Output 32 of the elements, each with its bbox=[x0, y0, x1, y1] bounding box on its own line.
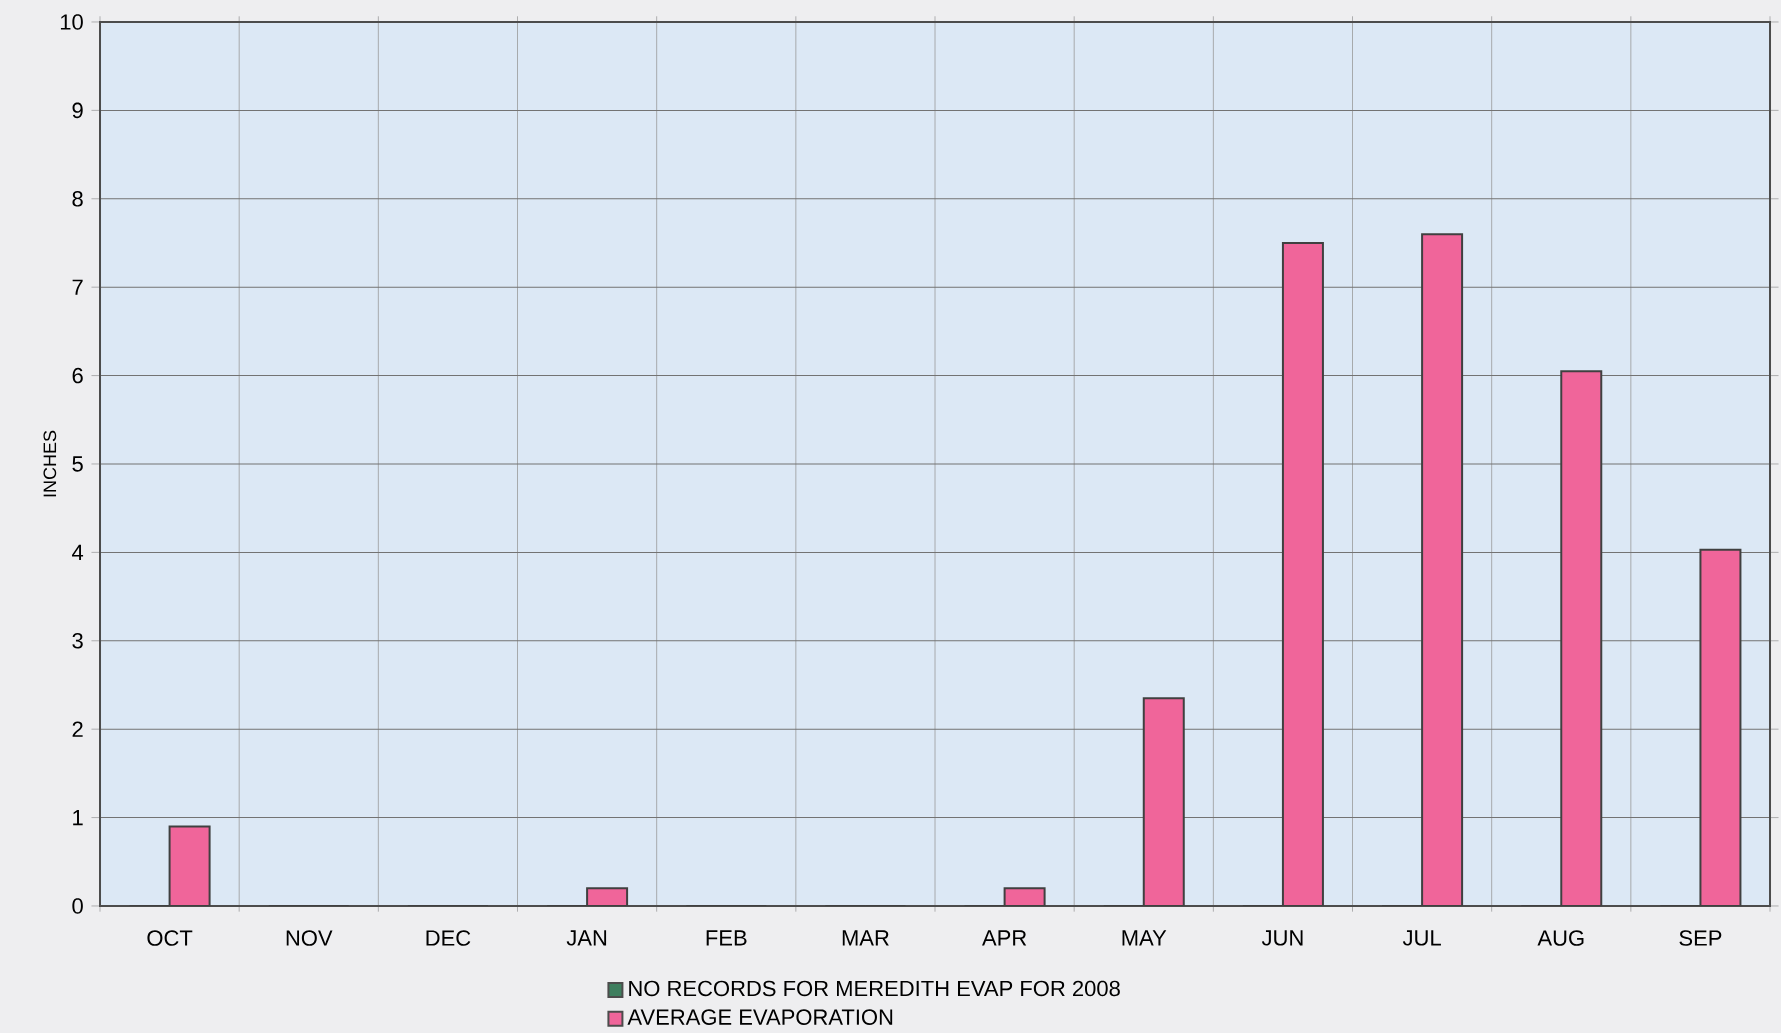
x-tick-label: MAR bbox=[842, 930, 889, 946]
bar bbox=[1699, 548, 1742, 906]
x-tick-label: APR bbox=[982, 930, 1027, 946]
y-tick-label: 5 bbox=[72, 456, 83, 472]
y-tick-label: 7 bbox=[72, 279, 83, 295]
x-tick-label: JUL bbox=[1402, 930, 1441, 946]
x-tick-label: DEC bbox=[426, 930, 471, 946]
y-tick-label: 9 bbox=[72, 102, 83, 119]
y-tick-label: 1 bbox=[73, 810, 83, 826]
bar bbox=[1281, 241, 1324, 906]
x-tick-label: JAN bbox=[566, 930, 607, 946]
x-tick-label: SEP bbox=[1679, 930, 1722, 946]
bar bbox=[1142, 697, 1185, 906]
bar bbox=[168, 825, 211, 906]
x-tick-label: FEB bbox=[706, 930, 747, 946]
y-tick-label: 4 bbox=[72, 544, 84, 560]
x-tick-label: AUG bbox=[1537, 930, 1584, 946]
y-tick-label: 8 bbox=[72, 191, 83, 207]
y-axis-title: INCHES bbox=[43, 430, 57, 497]
x-tick-label: NOV bbox=[286, 930, 333, 946]
legend-label: AVERAGE EVAPORATION bbox=[627, 1009, 893, 1025]
y-tick-label: 6 bbox=[72, 367, 83, 384]
y-tick-label: 0 bbox=[72, 898, 83, 914]
y-tick-label: 10 bbox=[60, 14, 83, 30]
x-tick-label: MAY bbox=[1122, 930, 1167, 946]
legend-label: NO RECORDS FOR MEREDITH EVAP FOR 2008 bbox=[629, 980, 1120, 997]
y-tick-label: 3 bbox=[72, 633, 83, 649]
bar bbox=[1560, 370, 1603, 906]
x-tick-label: OCT bbox=[147, 930, 193, 946]
bar bbox=[1421, 233, 1464, 906]
y-tick-label: 2 bbox=[72, 721, 83, 737]
x-tick-label: JUN bbox=[1261, 930, 1303, 946]
